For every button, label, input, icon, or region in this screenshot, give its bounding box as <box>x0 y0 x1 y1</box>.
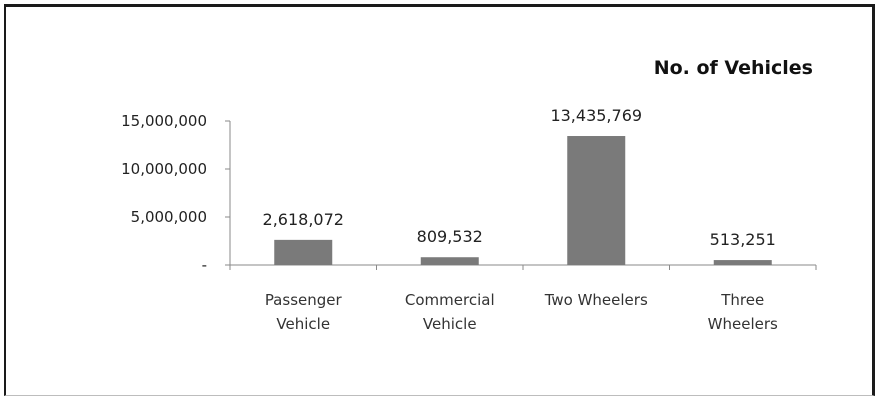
bars <box>274 136 772 265</box>
axes: - 5,000,000 10,000,000 15,000,000 <box>121 112 817 274</box>
x-tick-label: Three <box>720 291 764 309</box>
x-tick-label: Passenger <box>265 291 343 309</box>
data-label: 2,618,072 <box>263 210 344 229</box>
labels: 2,618,072 Passenger Vehicle 809,532 Commerci… <box>263 106 778 333</box>
x-tick-label: Two Wheelers <box>544 291 648 309</box>
y-tick-label: 15,000,000 <box>121 112 207 130</box>
data-label: 809,532 <box>417 227 483 246</box>
y-tick-label: 10,000,000 <box>121 160 207 178</box>
bar <box>567 136 626 265</box>
y-tick-label: 5,000,000 <box>131 208 207 226</box>
bar <box>274 239 333 265</box>
x-tick-label: Vehicle <box>276 315 330 333</box>
x-tick-label: Wheelers <box>708 315 778 333</box>
bar <box>420 257 479 265</box>
x-tick-label: Commercial <box>405 291 495 309</box>
bar <box>713 260 772 265</box>
chart-frame <box>4 4 875 396</box>
chart-title: No. of Vehicles <box>654 57 813 79</box>
data-label: 13,435,769 <box>550 106 642 125</box>
data-label: 513,251 <box>710 230 776 249</box>
x-tick-label: Vehicle <box>423 315 477 333</box>
y-tick-label: - <box>202 256 207 274</box>
